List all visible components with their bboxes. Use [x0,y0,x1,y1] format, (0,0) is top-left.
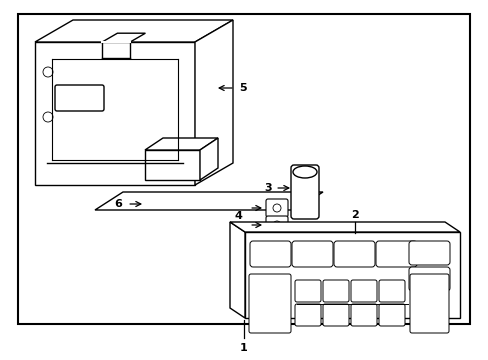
Polygon shape [145,150,200,180]
FancyBboxPatch shape [378,280,404,302]
Bar [18,14,469,324]
FancyBboxPatch shape [350,280,376,302]
Polygon shape [244,232,459,318]
Polygon shape [102,33,145,42]
FancyBboxPatch shape [323,280,348,302]
Polygon shape [145,138,218,150]
FancyBboxPatch shape [333,241,374,267]
Text: 6: 6 [114,199,122,209]
Circle shape [272,221,281,229]
FancyBboxPatch shape [350,304,376,326]
FancyBboxPatch shape [248,274,290,333]
FancyBboxPatch shape [378,304,404,326]
FancyBboxPatch shape [294,280,320,302]
FancyBboxPatch shape [408,267,449,291]
Polygon shape [229,222,244,318]
Polygon shape [195,20,232,185]
Text: 5: 5 [239,83,246,93]
Polygon shape [35,20,232,42]
Polygon shape [95,192,323,210]
Circle shape [272,204,281,212]
FancyBboxPatch shape [290,165,318,219]
Polygon shape [229,222,459,232]
FancyBboxPatch shape [323,304,348,326]
FancyBboxPatch shape [265,199,287,217]
Circle shape [43,112,53,122]
FancyBboxPatch shape [265,216,287,234]
Polygon shape [35,42,195,185]
Text: 2: 2 [350,210,358,220]
FancyBboxPatch shape [55,85,104,111]
Text: 3: 3 [264,183,271,193]
FancyBboxPatch shape [291,241,332,267]
Circle shape [43,67,53,77]
Text: 4: 4 [234,211,242,221]
FancyBboxPatch shape [294,304,320,326]
FancyBboxPatch shape [408,241,449,265]
Ellipse shape [292,166,316,178]
FancyBboxPatch shape [249,241,290,267]
Polygon shape [200,138,218,180]
FancyBboxPatch shape [409,274,448,333]
FancyBboxPatch shape [375,241,416,267]
Text: 1: 1 [240,343,247,353]
